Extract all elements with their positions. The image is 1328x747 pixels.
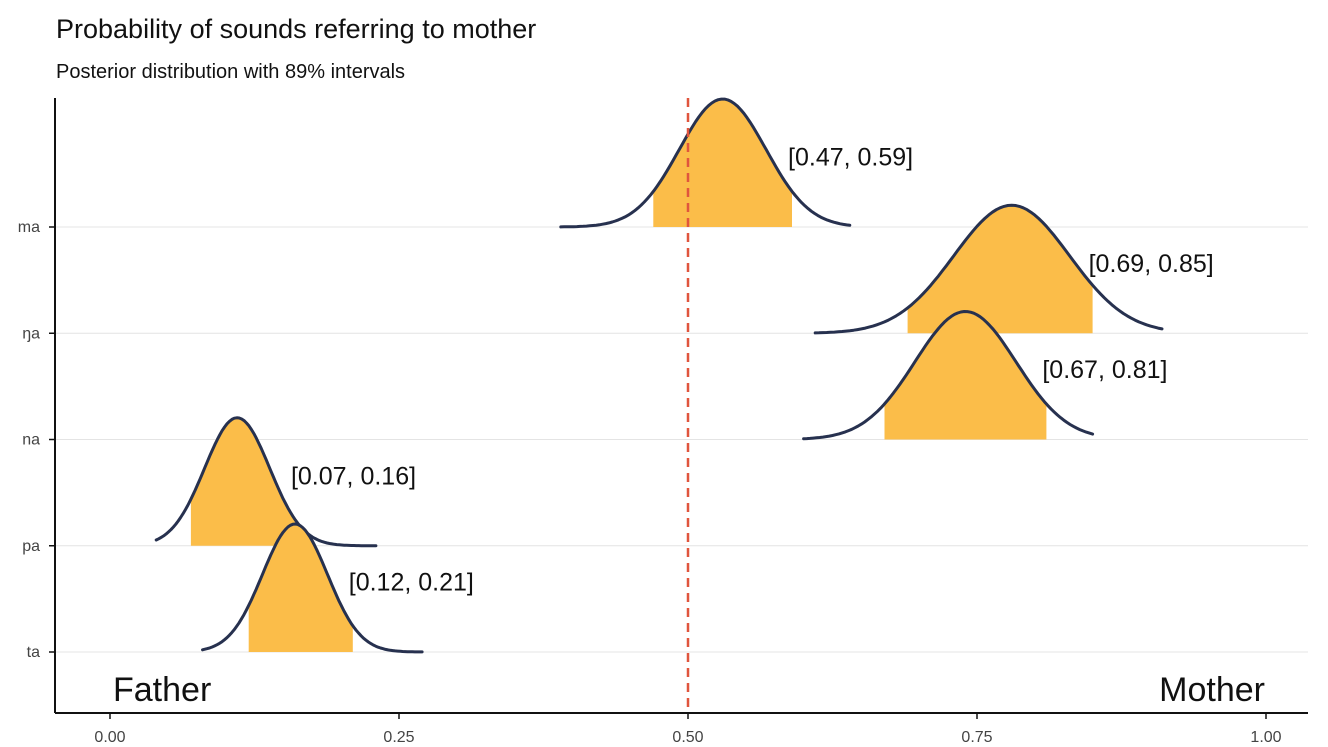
y-tick-label: ma xyxy=(18,219,40,236)
interval-band-2 xyxy=(884,311,1047,440)
density-ridges: [0.47, 0.59] [0.69, 0.85] [0.67, 0.81] [0.0… xyxy=(154,97,1214,654)
interval-label-0: [0.47, 0.59] xyxy=(788,144,913,172)
density-curve-3 xyxy=(154,416,378,548)
interval-band-4 xyxy=(248,524,353,652)
x-axis-ticks: 0.00 0.25 0.50 0.75 1.00 xyxy=(94,713,1282,746)
density-curve-2 xyxy=(802,310,1095,441)
interval-label-3: [0.07, 0.16] xyxy=(291,462,416,490)
chart-title: Probability of sounds referring to mothe… xyxy=(56,14,536,44)
x-tick-label: 0.50 xyxy=(672,729,703,746)
interval-label-2: [0.67, 0.81] xyxy=(1042,356,1167,384)
interval-band-1 xyxy=(907,205,1093,334)
interval-band-3 xyxy=(190,417,295,546)
interval-band-0 xyxy=(653,99,792,227)
y-tick-label: pa xyxy=(22,538,40,555)
y-axis-ticks: ma ŋa na pa ta xyxy=(18,219,55,661)
y-tick-label: ta xyxy=(27,644,40,661)
father-annotation: Father xyxy=(113,671,211,709)
x-tick-label: 0.00 xyxy=(94,729,125,746)
interval-label-1: [0.69, 0.85] xyxy=(1089,250,1214,278)
x-tick-label: 1.00 xyxy=(1250,729,1281,746)
x-tick-label: 0.25 xyxy=(383,729,414,746)
y-tick-label: ŋa xyxy=(22,325,40,342)
density-curve-4 xyxy=(201,522,424,654)
interval-label-4: [0.12, 0.21] xyxy=(349,569,474,597)
density-curve-0 xyxy=(559,97,852,229)
chart-subtitle: Posterior distribution with 89% interval… xyxy=(56,61,405,83)
x-tick-label: 0.75 xyxy=(961,729,992,746)
mother-annotation: Mother xyxy=(1159,671,1265,709)
y-tick-label: na xyxy=(22,432,40,449)
density-curve-1 xyxy=(813,203,1164,335)
